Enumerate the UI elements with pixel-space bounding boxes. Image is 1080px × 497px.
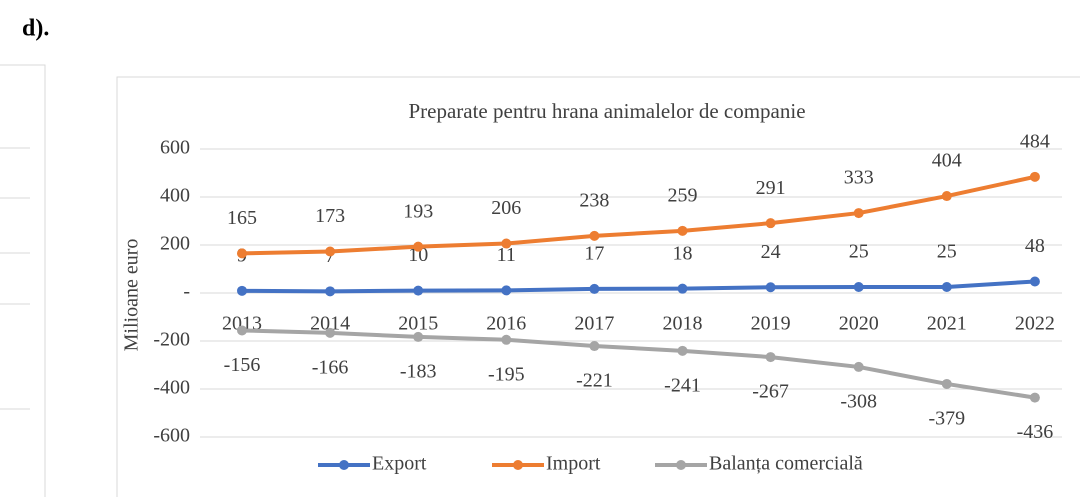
point xyxy=(941,378,952,389)
data-label: -195 xyxy=(488,363,525,385)
data-label: 333 xyxy=(844,167,874,189)
point xyxy=(589,341,600,352)
legend-label: Import xyxy=(546,453,601,475)
point xyxy=(501,285,512,296)
data-label: 24 xyxy=(761,241,781,263)
data-label: 25 xyxy=(849,241,869,263)
data-label: 206 xyxy=(491,197,521,219)
point xyxy=(325,327,336,338)
data-label: -183 xyxy=(400,361,437,383)
x-tick-label: 2016 xyxy=(486,313,526,335)
data-label: 238 xyxy=(579,189,609,211)
point xyxy=(941,282,952,292)
y-tick-label: -600 xyxy=(153,425,190,447)
data-label: -379 xyxy=(928,408,965,430)
data-label: 10 xyxy=(408,244,428,266)
y-tick-label: 600 xyxy=(160,137,190,159)
data-label: 193 xyxy=(403,200,433,222)
point xyxy=(765,352,776,363)
data-label: 484 xyxy=(1020,130,1050,152)
point xyxy=(677,345,688,356)
y-tick-label: 200 xyxy=(160,233,190,255)
point xyxy=(765,218,776,229)
data-label: 18 xyxy=(673,242,693,264)
point xyxy=(413,331,424,342)
data-label: -308 xyxy=(840,391,877,413)
data-label: 11 xyxy=(497,244,516,266)
y-tick-label: -400 xyxy=(153,377,190,399)
x-tick-label: 2022 xyxy=(1015,313,1055,335)
data-label: -267 xyxy=(752,381,789,403)
point xyxy=(853,361,864,372)
point xyxy=(237,325,247,336)
x-tick-label: 2018 xyxy=(663,313,703,335)
legend-label: Export xyxy=(372,453,427,475)
data-label: -241 xyxy=(664,374,701,396)
data-label: 165 xyxy=(227,207,257,229)
data-label: 404 xyxy=(932,150,962,172)
point xyxy=(237,285,247,296)
x-tick-label: 2021 xyxy=(927,313,967,335)
series-line xyxy=(240,328,1037,400)
legend-marker xyxy=(513,460,523,470)
y-tick-label: - xyxy=(183,281,190,303)
point xyxy=(501,238,512,249)
point xyxy=(501,334,512,345)
data-label: -166 xyxy=(312,356,349,378)
data-label: -221 xyxy=(576,370,613,392)
point xyxy=(1029,171,1040,182)
y-tick-label: -200 xyxy=(153,329,190,351)
cropped-chart xyxy=(0,64,46,497)
legend-marker xyxy=(339,460,349,470)
point xyxy=(853,282,864,292)
data-label: 17 xyxy=(584,243,604,265)
x-tick-label: 2020 xyxy=(839,313,879,335)
y-tick-label: 400 xyxy=(160,185,190,207)
point xyxy=(413,241,424,252)
x-tick-label: 2017 xyxy=(574,313,614,335)
data-label: 25 xyxy=(937,241,957,263)
series-line xyxy=(240,174,1037,256)
point xyxy=(237,248,247,259)
data-label: 259 xyxy=(668,184,698,206)
point xyxy=(941,191,952,202)
legend-label: Balanța comercială xyxy=(709,453,863,475)
x-tick-label: 2019 xyxy=(751,313,791,335)
x-tick-label: 2014 xyxy=(310,313,350,335)
point xyxy=(325,286,336,297)
point xyxy=(589,230,600,241)
point xyxy=(1029,276,1040,287)
data-label: 291 xyxy=(756,177,786,199)
heading: d). xyxy=(22,16,49,42)
point xyxy=(1029,392,1040,403)
y-axis-label: Milioane euro xyxy=(121,239,143,352)
data-label: 173 xyxy=(315,205,345,227)
legend-marker xyxy=(676,460,686,470)
data-label: 48 xyxy=(1025,235,1045,257)
data-label: -436 xyxy=(1017,421,1054,443)
point xyxy=(325,246,336,257)
point xyxy=(677,283,688,294)
x-tick-label: 2015 xyxy=(398,313,438,335)
point xyxy=(765,282,776,293)
point xyxy=(413,285,424,296)
point xyxy=(589,283,600,294)
series-line xyxy=(240,279,1037,294)
chart-title: Preparate pentru hrana animalelor de com… xyxy=(408,99,805,123)
point xyxy=(853,208,864,219)
point xyxy=(677,225,688,236)
data-label: -156 xyxy=(224,354,261,376)
